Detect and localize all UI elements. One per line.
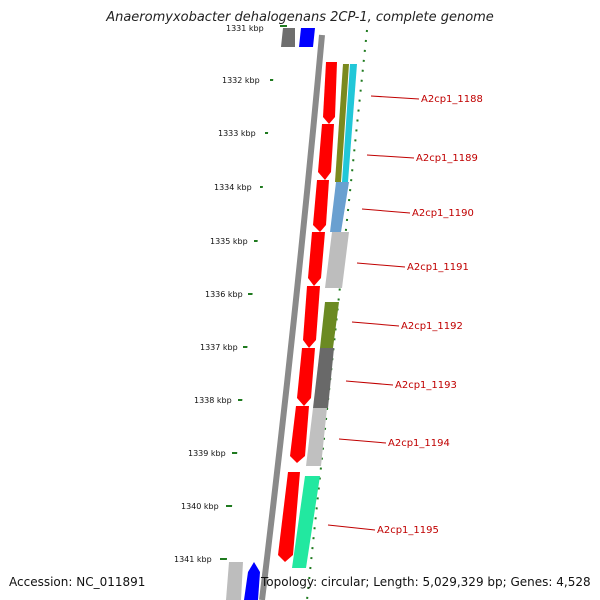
annotation-strips bbox=[292, 64, 357, 568]
accession-text: Accession: NC_011891 bbox=[9, 575, 146, 589]
gene-label: A2cp1_1190 bbox=[412, 208, 474, 219]
gene-label: A2cp1_1191 bbox=[407, 262, 469, 273]
tick-label: 1335 kbp bbox=[210, 237, 248, 246]
genome-summary-text: Topology: circular; Length: 5,029,329 bp… bbox=[261, 575, 591, 589]
tick-label: 1339 kbp bbox=[188, 449, 226, 458]
gene-arrow bbox=[297, 348, 315, 406]
feature-bottom-blue bbox=[244, 562, 260, 600]
tick-label: 1333 kbp bbox=[218, 129, 256, 138]
gene-arrow bbox=[303, 286, 320, 348]
tick-label: 1340 kbp bbox=[181, 502, 219, 511]
gene-arrow bbox=[313, 180, 329, 232]
gene-label: A2cp1_1194 bbox=[388, 438, 450, 449]
gene-arrow bbox=[308, 232, 325, 286]
genome-backbone bbox=[259, 34, 325, 600]
gene-label: A2cp1_1188 bbox=[421, 94, 483, 105]
tick-label: 1331 kbp bbox=[226, 24, 264, 33]
tick-labels: 1331 kbp 1332 kbp 1333 kbp 1334 kbp 1335… bbox=[174, 24, 264, 564]
tick-label: 1334 kbp bbox=[214, 183, 252, 192]
gene-arrows bbox=[278, 62, 337, 562]
gene-arrow bbox=[290, 406, 309, 463]
feature-top-blue bbox=[299, 28, 315, 47]
tick-label: 1341 kbp bbox=[174, 555, 212, 564]
gene-labels: A2cp1_1188 A2cp1_1189 A2cp1_1190 A2cp1_1… bbox=[377, 94, 483, 536]
gene-label: A2cp1_1189 bbox=[416, 153, 478, 164]
gene-leader-lines bbox=[327, 95, 420, 531]
tick-label: 1336 kbp bbox=[205, 290, 243, 299]
feature-top-gray bbox=[281, 28, 295, 47]
gene-label: A2cp1_1195 bbox=[377, 525, 439, 536]
tick-label: 1338 kbp bbox=[194, 396, 232, 405]
gene-label: A2cp1_1193 bbox=[395, 380, 457, 391]
tick-label: 1332 kbp bbox=[222, 76, 260, 85]
gene-arrow bbox=[323, 62, 337, 124]
gene-arrow bbox=[318, 124, 334, 180]
gene-arrow bbox=[278, 472, 300, 562]
gene-label: A2cp1_1192 bbox=[401, 321, 463, 332]
map-title: Anaeromyxobacter dehalogenans 2CP-1, com… bbox=[106, 10, 494, 25]
tick-label: 1337 kbp bbox=[200, 343, 238, 352]
feature-bottom-gray bbox=[226, 562, 243, 600]
